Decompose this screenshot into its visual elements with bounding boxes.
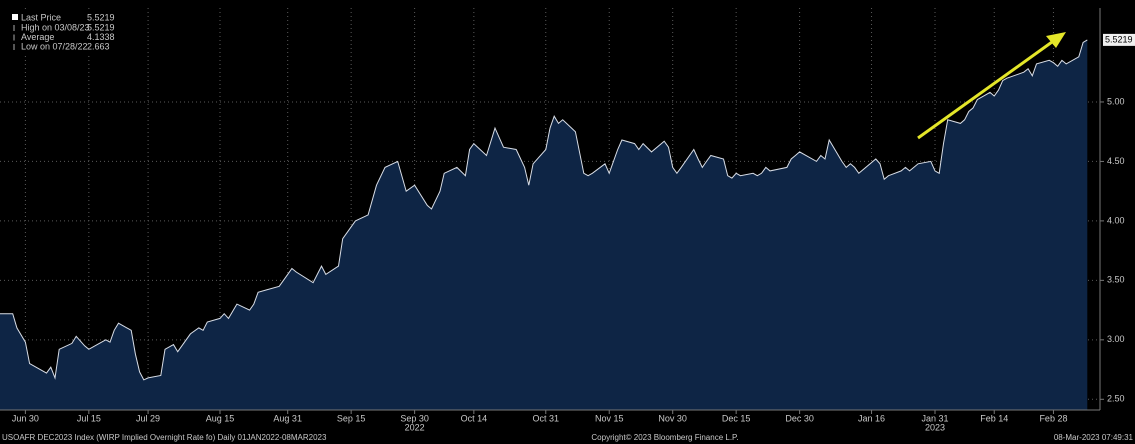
legend-value: 5.5219 xyxy=(87,22,115,32)
x-tick-label: Dec 30 xyxy=(785,413,814,423)
x-tick-label: Oct 14 xyxy=(461,413,488,423)
legend-label: Average xyxy=(21,32,54,42)
x-tick-label: Oct 31 xyxy=(533,413,560,423)
legend-value: 4.1338 xyxy=(87,32,115,42)
x-tick-label: Jul 29 xyxy=(136,413,160,423)
x-tick-label: Feb 28 xyxy=(1039,413,1067,423)
footer-center: Copyright© 2023 Bloomberg Finance L.P. xyxy=(591,433,738,442)
legend-swatch xyxy=(12,14,18,20)
legend-value: 2.663 xyxy=(87,41,110,51)
year-label: 2023 xyxy=(925,422,945,432)
x-tick-label: Nov 30 xyxy=(658,413,687,423)
y-tick-label: 5.00 xyxy=(1107,96,1125,106)
annotation-arrow xyxy=(917,40,1053,140)
x-tick-label: Feb 14 xyxy=(980,413,1008,423)
annotation-arrowhead xyxy=(1046,32,1066,48)
y-tick-label: 4.50 xyxy=(1107,156,1125,166)
x-tick-label: Dec 15 xyxy=(722,413,751,423)
y-tick-label: 3.00 xyxy=(1107,334,1125,344)
x-tick-label: Nov 15 xyxy=(595,413,624,423)
y-tick-label: 4.00 xyxy=(1107,215,1125,225)
x-tick-label: Jul 15 xyxy=(77,413,101,423)
y-tick-label: 3.50 xyxy=(1107,275,1125,285)
footer-left: USOAFR DEC2023 Index (WIRP Implied Overn… xyxy=(2,433,327,442)
x-tick-label: Sep 15 xyxy=(337,413,366,423)
x-tick-label: Jun 30 xyxy=(12,413,39,423)
x-tick-label: Aug 31 xyxy=(273,413,302,423)
legend-label: High on 03/08/23 xyxy=(21,22,90,32)
x-tick-label: Jan 31 xyxy=(921,413,948,423)
y-tick-label: 2.50 xyxy=(1107,394,1125,404)
area xyxy=(0,39,1088,411)
year-label: 2022 xyxy=(405,422,425,432)
x-tick-label: Aug 15 xyxy=(206,413,235,423)
legend-value: 5.5219 xyxy=(87,12,115,22)
legend-label: Low on 07/28/22 xyxy=(21,41,88,51)
last-price-box xyxy=(1103,33,1135,46)
footer-right: 08-Mar-2023 07:49:31 xyxy=(1054,433,1134,442)
last-price-label: 5.5219 xyxy=(1105,34,1133,44)
x-tick-label: Sep 30 xyxy=(400,413,429,423)
x-tick-label: Jan 16 xyxy=(858,413,885,423)
line xyxy=(0,39,1088,381)
legend: Last Price 5.5219 High on 03/08/235.5219… xyxy=(0,10,115,54)
legend-box xyxy=(0,10,112,54)
legend-label: Last Price xyxy=(21,12,61,22)
plot-area xyxy=(0,8,1100,411)
